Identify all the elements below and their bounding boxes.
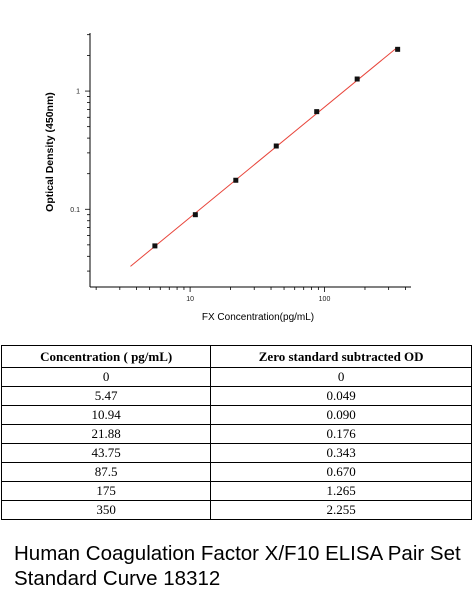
table-cell: 5.47 bbox=[0, 386, 212, 406]
x-tick-label: 100 bbox=[319, 296, 331, 303]
data-point bbox=[314, 109, 320, 115]
fit-line bbox=[130, 46, 398, 267]
table-cell: 0 bbox=[210, 367, 472, 387]
table-row: 21.88 0.176 bbox=[0, 424, 472, 444]
table-header-row: Concentration ( pg/mL) Zero standard sub… bbox=[0, 345, 472, 368]
table-cell: 0.049 bbox=[210, 386, 472, 406]
column-header-od: Zero standard subtracted OD bbox=[210, 345, 472, 368]
table-cell: 1.265 bbox=[210, 481, 472, 501]
table-cell: 0.176 bbox=[210, 424, 472, 444]
table-cell: 0.090 bbox=[210, 405, 472, 425]
x-tick-label: 10 bbox=[186, 296, 194, 303]
table-row: 350 2.255 bbox=[0, 500, 472, 520]
table-cell: 87.5 bbox=[0, 462, 212, 482]
data-point bbox=[152, 243, 158, 249]
table-cell: 350 bbox=[0, 500, 212, 520]
standard-curve-chart: 10 100 0.1 1 FX Concentration(pg/mL) Optica… bbox=[44, 33, 411, 323]
table-row: 43.75 0.343 bbox=[0, 443, 472, 463]
table-cell: 43.75 bbox=[0, 443, 212, 463]
table-cell: 0.670 bbox=[210, 462, 472, 482]
chart-axes bbox=[89, 33, 411, 288]
table-cell: 21.88 bbox=[0, 424, 212, 444]
data-point bbox=[233, 177, 239, 183]
table-row: 5.47 0.049 bbox=[0, 386, 472, 406]
y-tick-label: 1 bbox=[76, 89, 80, 96]
data-point bbox=[273, 143, 279, 149]
table-row: 87.5 0.670 bbox=[0, 462, 472, 482]
table-row: 10.94 0.090 bbox=[0, 405, 472, 425]
data-points-group bbox=[152, 46, 401, 249]
data-point bbox=[354, 76, 360, 82]
y-tick-label: 0.1 bbox=[70, 207, 80, 214]
y-axis-title: Optical Density (450nm) bbox=[44, 92, 56, 212]
table-cell: 0.343 bbox=[210, 443, 472, 463]
figure-caption: Human Coagulation Factor X/F10 ELISA Pai… bbox=[14, 542, 461, 590]
table-cell: 0 bbox=[0, 367, 212, 387]
table-cell: 175 bbox=[0, 481, 212, 501]
standard-curve-table: Concentration ( pg/mL) Zero standard sub… bbox=[0, 345, 472, 520]
data-point bbox=[395, 46, 401, 52]
table-cell: 2.255 bbox=[210, 500, 472, 520]
fit-line-group bbox=[130, 46, 398, 267]
tick-group: 10 100 0.1 1 bbox=[70, 34, 406, 303]
x-axis-title: FX Concentration(pg/mL) bbox=[202, 312, 314, 323]
table-row: 175 1.265 bbox=[0, 481, 472, 501]
table-cell: 10.94 bbox=[0, 405, 212, 425]
data-point bbox=[192, 212, 198, 218]
column-header-concentration: Concentration ( pg/mL) bbox=[0, 345, 212, 368]
